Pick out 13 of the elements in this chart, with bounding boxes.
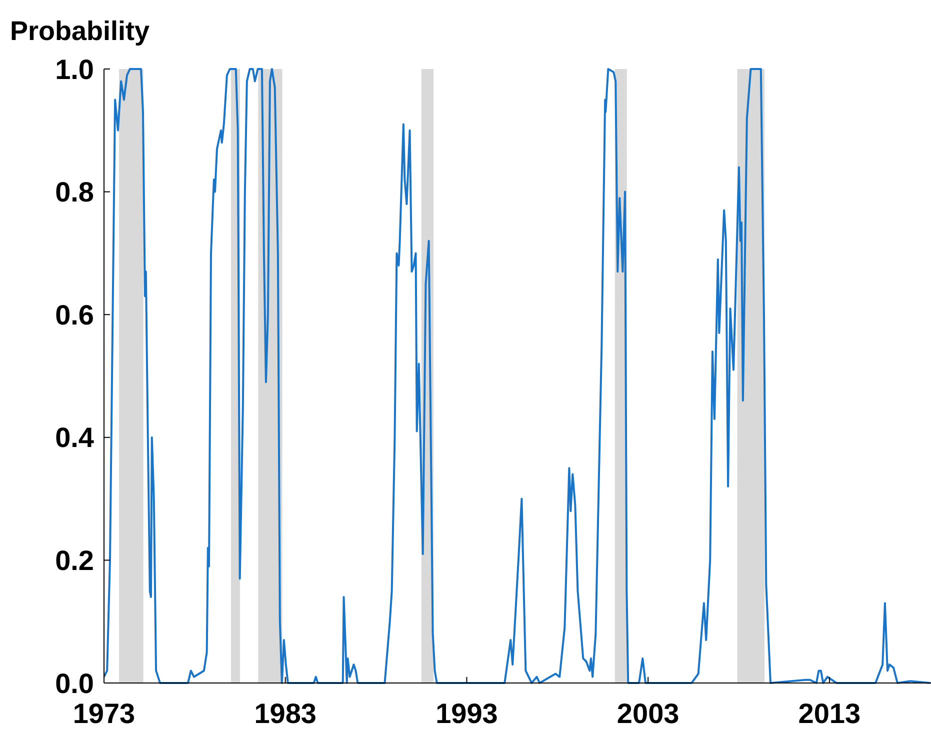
y-axis-title: Probability bbox=[10, 16, 150, 46]
y-tick-label: 0.6 bbox=[55, 299, 94, 330]
y-tick-label: 0.8 bbox=[55, 176, 94, 208]
y-tick-label: 0.4 bbox=[55, 422, 94, 454]
y-tick-label: 0.0 bbox=[55, 668, 94, 699]
x-tick-label: 2003 bbox=[616, 698, 680, 729]
y-tick-label: 0.2 bbox=[55, 545, 94, 576]
x-tick-label: 1993 bbox=[436, 698, 498, 729]
y-tick-label: 1.0 bbox=[55, 54, 94, 85]
x-tick-label: 1973 bbox=[72, 698, 136, 729]
x-tick-label: 2013 bbox=[798, 698, 861, 729]
x-tick-label: 1983 bbox=[254, 698, 317, 729]
line-series bbox=[103, 68, 931, 684]
